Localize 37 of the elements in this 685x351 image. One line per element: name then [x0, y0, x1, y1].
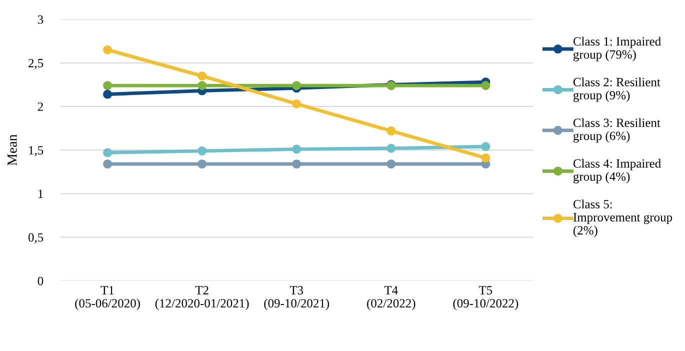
x-tick-label: T1 (05-06/2020) — [75, 286, 140, 310]
point — [198, 71, 207, 80]
y-tick-label: 2 — [38, 102, 43, 111]
y-tick-label: 1,5 — [29, 146, 44, 156]
y-tick-label: 1 — [38, 190, 43, 198]
x-tick-label: T3 (09-10/2021) — [264, 286, 330, 310]
y-tick-label: 3 — [38, 15, 44, 24]
point — [386, 159, 396, 169]
point — [103, 159, 112, 169]
legend-label: Class 1: Impaired group (79%) — [573, 36, 661, 62]
point — [292, 81, 302, 90]
point — [198, 146, 207, 156]
y-tick-label: 2,5 — [28, 58, 44, 70]
point — [292, 159, 302, 169]
point — [386, 126, 396, 136]
point — [103, 148, 112, 158]
point — [481, 142, 490, 152]
point — [386, 144, 396, 153]
point — [103, 90, 112, 99]
legend-label: Class 2: Resilient group (9%) — [573, 78, 660, 102]
x-tick-label: T4 (02/2022) — [367, 286, 416, 310]
legend-label: Class 5: Improvement group (2%) — [573, 200, 672, 238]
point — [481, 153, 490, 162]
x-tick-label: T5 (09-10/2022) — [453, 286, 518, 310]
x-tick-label: T2 (12/2020-01/2021) — [155, 286, 249, 310]
point — [292, 144, 302, 154]
point — [103, 81, 112, 90]
legend-label: Class 4: Impaired group (4%) — [573, 158, 661, 184]
legend-label: Class 3: Resilient group (6%) — [573, 118, 660, 143]
y-tick-label: 0 — [38, 276, 44, 286]
point — [198, 159, 207, 169]
point — [481, 81, 490, 90]
point — [103, 45, 112, 54]
point — [292, 99, 302, 108]
y-tick-label: 0,5 — [28, 233, 44, 244]
point — [198, 81, 207, 90]
y-axis-title: Mean — [8, 134, 17, 166]
